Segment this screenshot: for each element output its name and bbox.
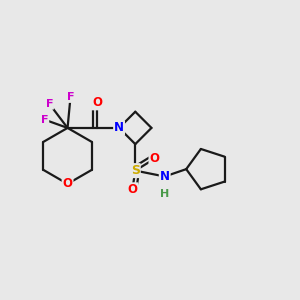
Text: S: S	[131, 164, 140, 177]
Text: N: N	[160, 170, 170, 183]
Text: O: O	[149, 152, 159, 165]
Text: O: O	[92, 96, 102, 110]
Text: F: F	[67, 92, 74, 102]
Text: N: N	[114, 122, 124, 134]
Text: O: O	[63, 177, 73, 190]
Text: F: F	[46, 99, 53, 109]
Text: O: O	[127, 183, 137, 196]
Text: F: F	[41, 115, 48, 125]
Text: H: H	[160, 189, 169, 199]
